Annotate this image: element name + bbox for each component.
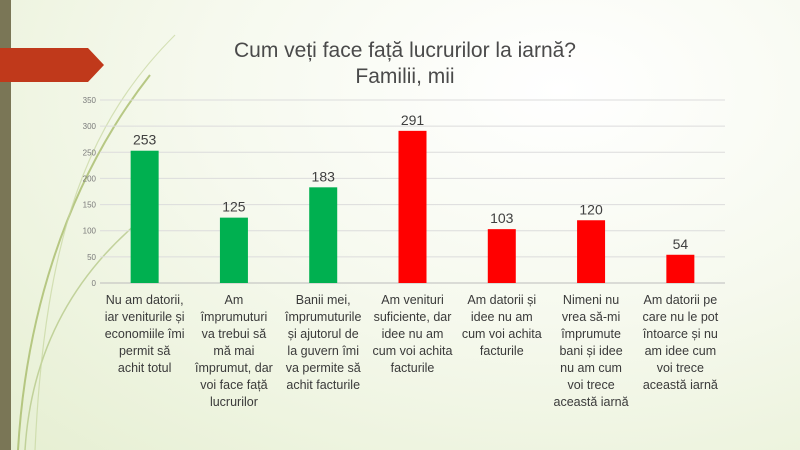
y-tick-label: 100 bbox=[83, 227, 97, 236]
y-tick-label: 350 bbox=[83, 96, 97, 105]
x-tick-label: Banii mei, împrumuturile și ajutorul de … bbox=[284, 293, 362, 392]
x-tick-label: Am datorii și idee nu am cum voi achita … bbox=[461, 293, 542, 358]
y-tick-label: 0 bbox=[92, 279, 97, 288]
y-tick-label: 150 bbox=[83, 201, 97, 210]
bar bbox=[487, 229, 516, 283]
chart-subtitle: Familii, mii bbox=[355, 65, 455, 88]
y-tick-label: 250 bbox=[83, 148, 97, 157]
left-accent-bar bbox=[0, 0, 11, 450]
bar bbox=[666, 254, 695, 283]
y-tick-label: 300 bbox=[83, 122, 97, 131]
title-arrow-shape bbox=[0, 48, 104, 82]
bar bbox=[398, 130, 427, 283]
data-label: 54 bbox=[673, 236, 689, 252]
bar bbox=[577, 220, 606, 283]
bar bbox=[219, 217, 248, 283]
x-tick-label: Am împrumuturi va trebui să mă mai împru… bbox=[195, 293, 273, 409]
bar bbox=[130, 150, 159, 283]
data-label: 125 bbox=[222, 199, 246, 215]
data-label: 183 bbox=[312, 168, 336, 184]
x-tick-label: Nimeni nu vrea să-mi împrumute bani și i… bbox=[553, 293, 629, 409]
data-label: 291 bbox=[401, 112, 425, 128]
data-label: 103 bbox=[490, 210, 514, 226]
y-tick-label: 50 bbox=[87, 253, 96, 262]
bar bbox=[309, 187, 338, 283]
chart-title: Cum veți face față lucrurilor la iarnă? bbox=[234, 39, 576, 62]
y-tick-label: 200 bbox=[83, 174, 97, 183]
x-tick-label: Am venituri suficiente, dar idee nu am c… bbox=[372, 293, 453, 375]
data-label: 253 bbox=[133, 132, 157, 148]
x-tick-label: Am datorii pe care nu le pot întoarce și… bbox=[642, 293, 719, 392]
x-tick-label: Nu am datorii, iar veniturile și economi… bbox=[104, 293, 185, 375]
chart-title-block: Cum veți face față lucrurilor la iarnă? … bbox=[150, 38, 660, 90]
data-label: 120 bbox=[579, 201, 603, 217]
decorative-leaf-curves bbox=[17, 34, 176, 450]
